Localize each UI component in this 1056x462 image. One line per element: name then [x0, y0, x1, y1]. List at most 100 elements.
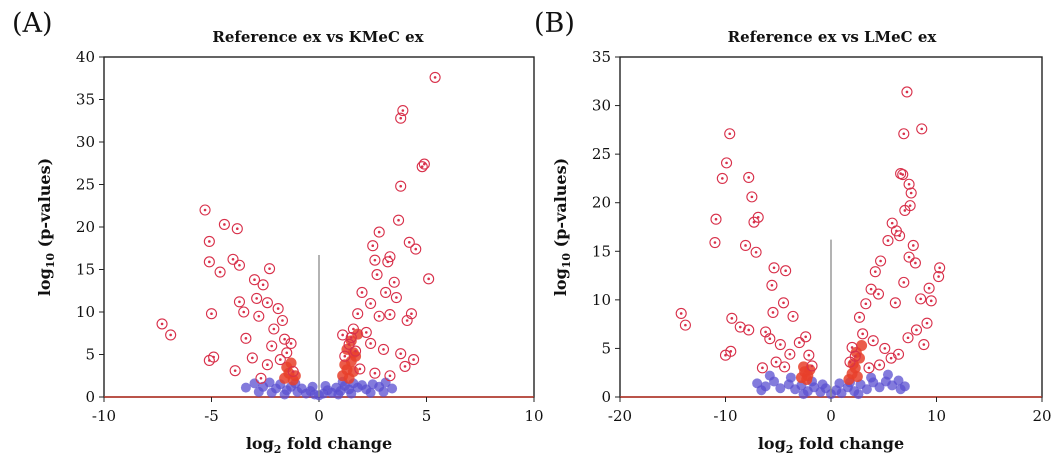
significant-point-center [908, 204, 912, 207]
significant-point [793, 337, 805, 349]
x-tick-label: 10 [927, 407, 946, 425]
significant-point-center [902, 281, 906, 284]
significant-point-center [208, 240, 211, 243]
significant-point [743, 171, 755, 184]
significant-point-center [203, 208, 207, 212]
significant-point-center [850, 346, 854, 349]
significant-point-center [251, 356, 254, 360]
y-axis-label-b: log10 (p-values) [551, 158, 573, 296]
significant-point-center [889, 356, 893, 360]
significant-point-center [877, 292, 880, 296]
significant-point [203, 235, 215, 247]
significant-point [774, 338, 786, 351]
significant-point-center [410, 312, 413, 316]
nonsignificant-point [853, 389, 864, 400]
significant-point [921, 317, 933, 329]
y-tick-label: 25 [592, 145, 611, 163]
nonsignificant-point [266, 387, 277, 398]
significant-point [416, 161, 428, 173]
significant-point-center [937, 275, 940, 278]
significant-point [916, 123, 928, 135]
significant-point [227, 253, 239, 265]
significant-point [251, 292, 263, 304]
significant-point-center [270, 344, 274, 348]
significant-point-center [864, 302, 868, 306]
significant-point-center [253, 278, 256, 282]
significant-point-center [772, 266, 776, 270]
significant-point [268, 323, 280, 335]
significant-point-center [377, 314, 381, 318]
significant-point-center [903, 209, 907, 212]
y-tick-label: 40 [76, 48, 95, 66]
nonsignificant-point [785, 372, 796, 383]
significant-point [853, 311, 866, 323]
significant-point [915, 293, 927, 305]
x-tick-label: 20 [1032, 407, 1051, 425]
significant-point-center [725, 161, 728, 165]
significant-point [337, 329, 349, 341]
nonsignificant-point [893, 375, 904, 386]
significant-point-center [266, 301, 269, 304]
significant-point-center [259, 377, 263, 380]
significant-point-center [927, 286, 931, 290]
significant-point-center [902, 132, 906, 136]
significant-point-center [388, 313, 392, 316]
significant-point [423, 273, 435, 285]
significant-point-center [771, 311, 775, 314]
significant-point [156, 318, 168, 330]
significant-point [901, 86, 913, 98]
panel-a: (A) Reference ex vs KMeC ex -10 -5 0 5 10 0 5 1… [12, 8, 544, 456]
significant-point [787, 310, 799, 322]
significant-point [285, 337, 297, 350]
significant-point [246, 352, 258, 364]
significant-point [218, 218, 230, 230]
significant-point [257, 279, 269, 291]
significant-point-center [768, 337, 772, 341]
significant-point-center [208, 359, 211, 362]
nonsignificant-point [775, 383, 786, 394]
significant-point-center [713, 241, 717, 244]
significant-point [746, 191, 758, 203]
x-tick-label: 0 [314, 407, 324, 425]
x-axis-label-b: log2 fold change [758, 434, 904, 456]
significant-point [367, 240, 379, 252]
significant-point [214, 266, 226, 278]
significant-point [231, 223, 243, 235]
significant-point-center [744, 244, 747, 247]
y-tick-label: 30 [76, 133, 95, 151]
significant-point [248, 274, 261, 286]
significant-point-center [285, 351, 289, 355]
significant-point-center [238, 300, 241, 304]
significant-point [429, 71, 441, 83]
nonsignificant-point [240, 382, 251, 393]
significant-point-center [907, 182, 911, 186]
significant-point-center [754, 250, 758, 254]
significant-point [345, 331, 357, 344]
y-tick-label: 5 [85, 346, 95, 364]
nonsignificant-point [320, 380, 331, 391]
significant-point-center [261, 283, 265, 287]
significant-point-center [782, 301, 785, 305]
significant-point-center [738, 325, 742, 329]
nonsignificant-point [365, 387, 376, 398]
nonsignificant-point [836, 388, 847, 399]
significant-point [768, 262, 780, 274]
significant-point [347, 323, 359, 335]
significant-point-center [721, 177, 724, 180]
significant-point [898, 128, 910, 140]
significant-point [276, 314, 289, 327]
significant-point-center [730, 317, 734, 320]
significant-point-center [791, 315, 795, 318]
significant-point [767, 306, 779, 319]
significant-point [380, 286, 392, 299]
nonsignificant-point [895, 384, 906, 395]
significant-point-center [382, 348, 385, 351]
significant-point-center [929, 299, 933, 303]
panel-title-a: Reference ex vs KMeC ex [212, 28, 424, 46]
x-axis-label-a: log2 fold change [246, 434, 392, 456]
significant-point [240, 332, 252, 344]
significant-point [395, 112, 407, 124]
significant-point [405, 308, 418, 320]
significant-point-center [399, 184, 403, 188]
significant-point [369, 367, 381, 379]
